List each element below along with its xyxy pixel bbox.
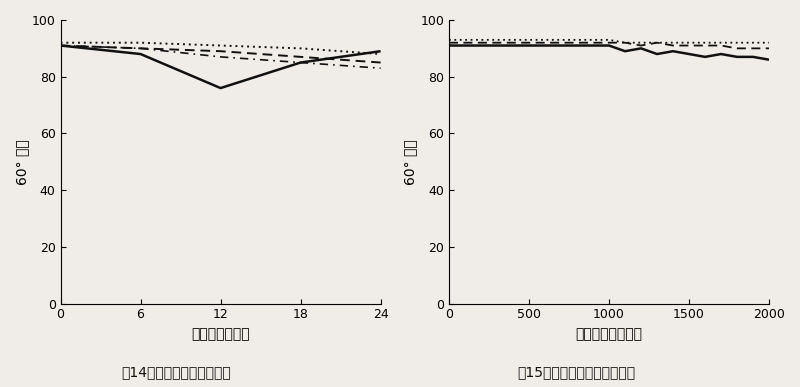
X-axis label: 曝晒时间（小时）: 曝晒时间（小时） <box>575 327 642 341</box>
Text: 图14－汽车涂料、户外老化: 图14－汽车涂料、户外老化 <box>121 365 231 379</box>
X-axis label: 曝晒时间（月）: 曝晒时间（月） <box>191 327 250 341</box>
Y-axis label: 60° 光泽: 60° 光泽 <box>15 139 29 185</box>
Y-axis label: 60° 光泽: 60° 光泽 <box>403 139 418 185</box>
Text: 图15－汽车涂料、实验室老化: 图15－汽车涂料、实验室老化 <box>517 365 635 379</box>
